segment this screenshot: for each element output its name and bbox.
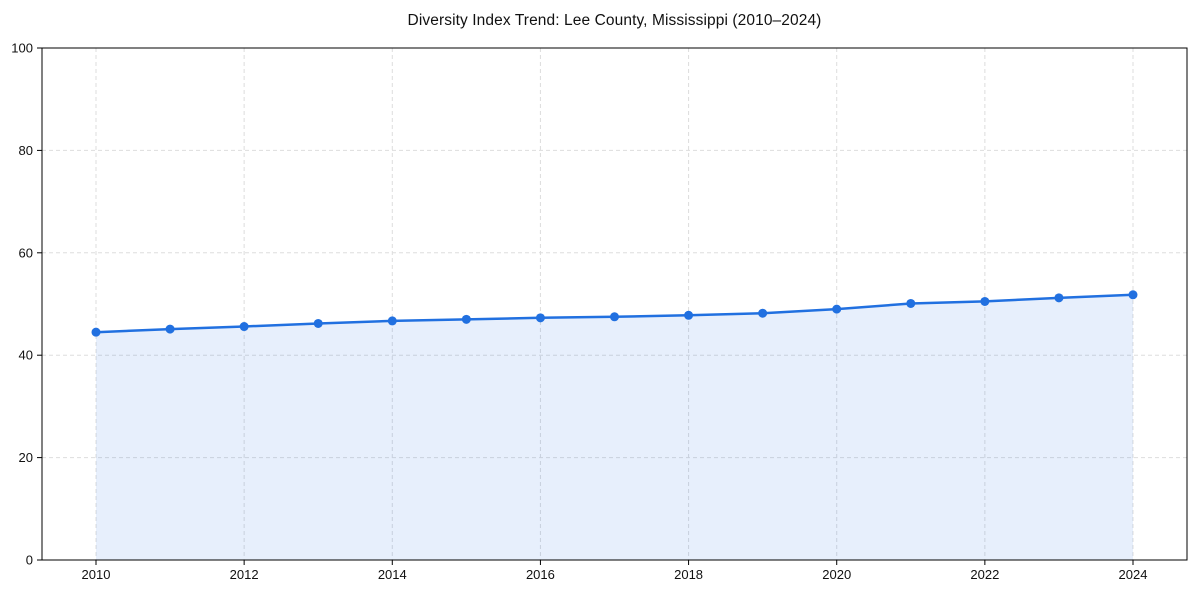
data-point-marker bbox=[165, 324, 175, 334]
x-tick-label: 2014 bbox=[378, 567, 407, 582]
y-tick-label: 40 bbox=[19, 348, 33, 363]
data-point-marker bbox=[758, 308, 768, 318]
data-point-marker bbox=[832, 304, 842, 314]
data-point-marker bbox=[239, 322, 249, 332]
chart-title: Diversity Index Trend: Lee County, Missi… bbox=[407, 12, 822, 29]
y-tick-label: 60 bbox=[19, 245, 33, 260]
data-point-marker bbox=[980, 296, 990, 306]
data-point-marker bbox=[1054, 293, 1064, 303]
data-point-marker bbox=[610, 312, 619, 322]
x-tick-label: 2012 bbox=[230, 567, 259, 582]
x-tick-label: 2018 bbox=[674, 567, 703, 582]
y-tick-label: 0 bbox=[26, 553, 33, 568]
x-tick-label: 2016 bbox=[526, 567, 555, 582]
axis-frame bbox=[41, 47, 1188, 561]
data-point-marker bbox=[461, 314, 471, 324]
x-tick-label: 2022 bbox=[970, 567, 999, 582]
y-tick-label: 100 bbox=[11, 41, 33, 56]
data-point-marker bbox=[535, 313, 545, 323]
data-point-marker bbox=[1128, 290, 1138, 300]
data-point-marker bbox=[313, 318, 323, 328]
area-fill bbox=[96, 294, 1133, 560]
y-tick-label: 20 bbox=[19, 450, 33, 465]
x-tick-label: 2024 bbox=[1119, 567, 1148, 582]
data-point-marker bbox=[906, 298, 916, 308]
data-point-marker bbox=[387, 316, 397, 326]
y-tick-label: 80 bbox=[19, 143, 33, 158]
x-tick-label: 2010 bbox=[82, 567, 111, 582]
x-tick-label: 2020 bbox=[822, 567, 851, 582]
data-point-marker bbox=[684, 310, 694, 320]
data-point-marker bbox=[91, 327, 101, 337]
